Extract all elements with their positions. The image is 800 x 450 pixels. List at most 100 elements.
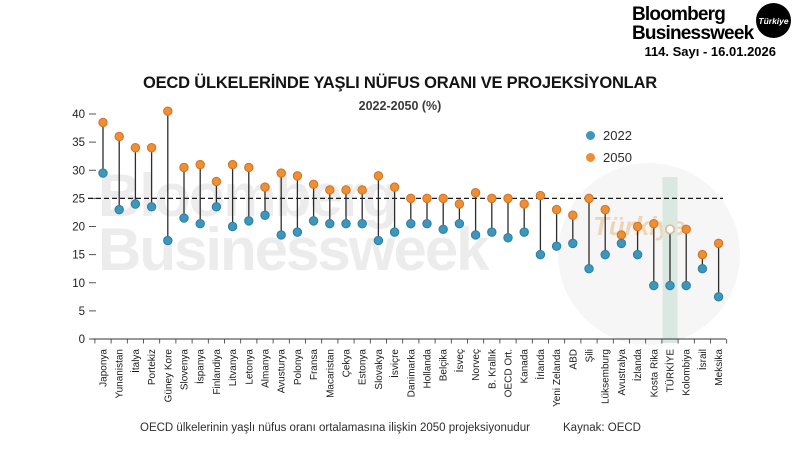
dot-2022-Portekiz — [146, 202, 157, 212]
dot-2022-Şili — [584, 263, 594, 274]
lollipop-Slovakya: Slovakya — [373, 171, 385, 390]
y-tick-label-20: 20 — [72, 222, 85, 234]
dot-2050-Almanya — [260, 182, 270, 192]
dot-2050-Letonya — [244, 162, 254, 173]
lollipop-ABD: ABD — [568, 210, 579, 370]
dot-2022-Avusturya — [276, 230, 286, 240]
lollipop-Yeni Zelanda: Yeni Zelanda — [551, 204, 563, 407]
x-label-Güney Kore: Güney Kore — [163, 349, 174, 403]
dot-2022-ABD — [568, 238, 578, 249]
y-tick-label-40: 40 — [72, 109, 85, 121]
dot-2050-Kolombiya — [681, 224, 691, 235]
lollipop-OECD Ort.: OECD Ort. — [503, 193, 515, 397]
dot-2022-Kanada — [519, 227, 529, 237]
dot-2050-Çekya — [341, 185, 351, 195]
lollipop-Kolombiya: Kolombiya — [681, 224, 693, 396]
x-label-Norveç: Norveç — [471, 349, 482, 381]
legend-dot-2022 — [586, 130, 595, 140]
dot-2050-Portekiz — [146, 143, 157, 153]
lollipop-Lüksemburg: Lüksemburg — [600, 204, 612, 404]
dot-2050-Yunanistan — [114, 131, 124, 142]
x-label-Yunanistan: Yunanistan — [115, 349, 126, 399]
dot-2050-İspanya — [195, 159, 205, 170]
legend-item-2022: 2022 — [586, 124, 632, 146]
dot-2022-Finlandiya — [211, 202, 222, 212]
dot-2022-TÜRKİYE — [665, 280, 675, 291]
lollipop-Çekya: Çekya — [341, 185, 353, 377]
lollipop-Kosta Rika: Kosta Rika — [649, 218, 660, 397]
x-label-Slovakya: Slovakya — [374, 349, 385, 390]
dot-2022-Kosta Rika — [649, 280, 659, 291]
dot-2022-Estonya — [357, 218, 367, 229]
dot-2050-Şili — [584, 193, 594, 204]
y-tick-label-0: 0 — [79, 334, 85, 346]
lollipop-Finlandiya: Finlandiya — [211, 176, 223, 395]
lollipop-Letonya: Letonya — [244, 162, 255, 385]
dot-2050-Kanada — [519, 199, 529, 209]
lollipop-Güney Kore: Güney Kore — [163, 106, 174, 403]
dot-2022-Kolombiya — [681, 280, 691, 291]
x-label-Hollanda: Hollanda — [423, 349, 434, 389]
dot-2022-İsrail — [697, 263, 708, 274]
x-label-OECD Ort.: OECD Ort. — [504, 349, 515, 397]
dot-2050-TÜRKİYE — [664, 224, 675, 235]
lollipop-Litvanya: Litvanya — [227, 159, 239, 387]
lollipop-İsveç: İsveç — [453, 199, 466, 372]
lollipop-Fransa: Fransa — [308, 179, 320, 380]
dot-2050-ABD — [568, 210, 578, 220]
issue-date: 114. Sayı - 16.01.2026 — [644, 44, 776, 59]
x-label-İsrail: İsrail — [696, 349, 709, 370]
dot-2022-İtalya — [130, 199, 141, 209]
dot-2022-OECD Ort. — [503, 233, 513, 243]
dot-2050-Polonya — [292, 171, 303, 181]
x-label-Letonya: Letonya — [244, 349, 255, 385]
lollipop-İtalya: İtalya — [129, 143, 142, 373]
lollipop-İrlanda: İrlanda — [534, 190, 547, 380]
dot-2022-Letonya — [244, 216, 254, 226]
dot-2022-Norveç — [470, 230, 481, 240]
lollipop-B. Krallık: B. Krallık — [487, 193, 498, 389]
dot-2022-Litvanya — [227, 221, 238, 232]
x-label-Almanya: Almanya — [261, 349, 272, 388]
dot-2022-Polonya — [292, 227, 303, 237]
y-tick-label-10: 10 — [72, 278, 85, 290]
dot-2050-İzlanda — [632, 221, 643, 232]
x-label-İrlanda: İrlanda — [534, 349, 547, 380]
lollipop-Slovenya: Slovenya — [179, 162, 191, 390]
lollipop-Meksika: Meksika — [713, 238, 725, 386]
lollipop-Macaristan: Macaristan — [325, 185, 336, 398]
dot-2050-Güney Kore — [163, 106, 173, 116]
dot-2022-Fransa — [308, 216, 319, 226]
lollipop-Danimarka: Danimarka — [406, 193, 417, 398]
x-label-Japonya: Japonya — [99, 349, 110, 387]
lollipop-Avusturya: Avusturya — [276, 168, 288, 394]
dot-2022-İrlanda — [535, 249, 546, 260]
chart-source: Kaynak: OECD — [563, 422, 641, 434]
dot-2050-İsrail — [697, 249, 708, 260]
x-label-Kolombiya: Kolombiya — [682, 349, 693, 396]
dot-2050-Lüksemburg — [600, 204, 610, 215]
dot-2022-İzlanda — [632, 249, 643, 260]
x-label-Danimarka: Danimarka — [406, 349, 417, 398]
x-label-Kanada: Kanada — [520, 349, 531, 384]
dot-2050-Kosta Rika — [649, 218, 659, 229]
y-tick-label-35: 35 — [72, 137, 85, 149]
x-label-İtalya: İtalya — [129, 349, 142, 373]
dot-2050-Slovakya — [373, 171, 384, 181]
dot-2050-Yeni Zelanda — [551, 204, 562, 215]
dot-2050-Slovenya — [179, 162, 189, 173]
lollipop-İzlanda: İzlanda — [631, 221, 644, 382]
dot-2022-Hollanda — [422, 218, 432, 229]
dot-2022-Macaristan — [325, 218, 335, 229]
x-label-Litvanya: Litvanya — [228, 349, 239, 387]
legend-label: 2022 — [603, 127, 632, 143]
x-label-Avusturya: Avusturya — [277, 349, 288, 394]
dot-2022-Slovakya — [373, 235, 384, 246]
lollipop-Kanada: Kanada — [519, 199, 531, 384]
dot-2022-B. Krallık — [487, 227, 497, 237]
x-label-İzlanda: İzlanda — [631, 349, 644, 382]
watermark-circle — [558, 163, 740, 345]
dot-2022-Lüksemburg — [600, 249, 610, 260]
dot-2050-Hollanda — [422, 193, 432, 204]
dot-2022-İsviçre — [389, 227, 400, 237]
